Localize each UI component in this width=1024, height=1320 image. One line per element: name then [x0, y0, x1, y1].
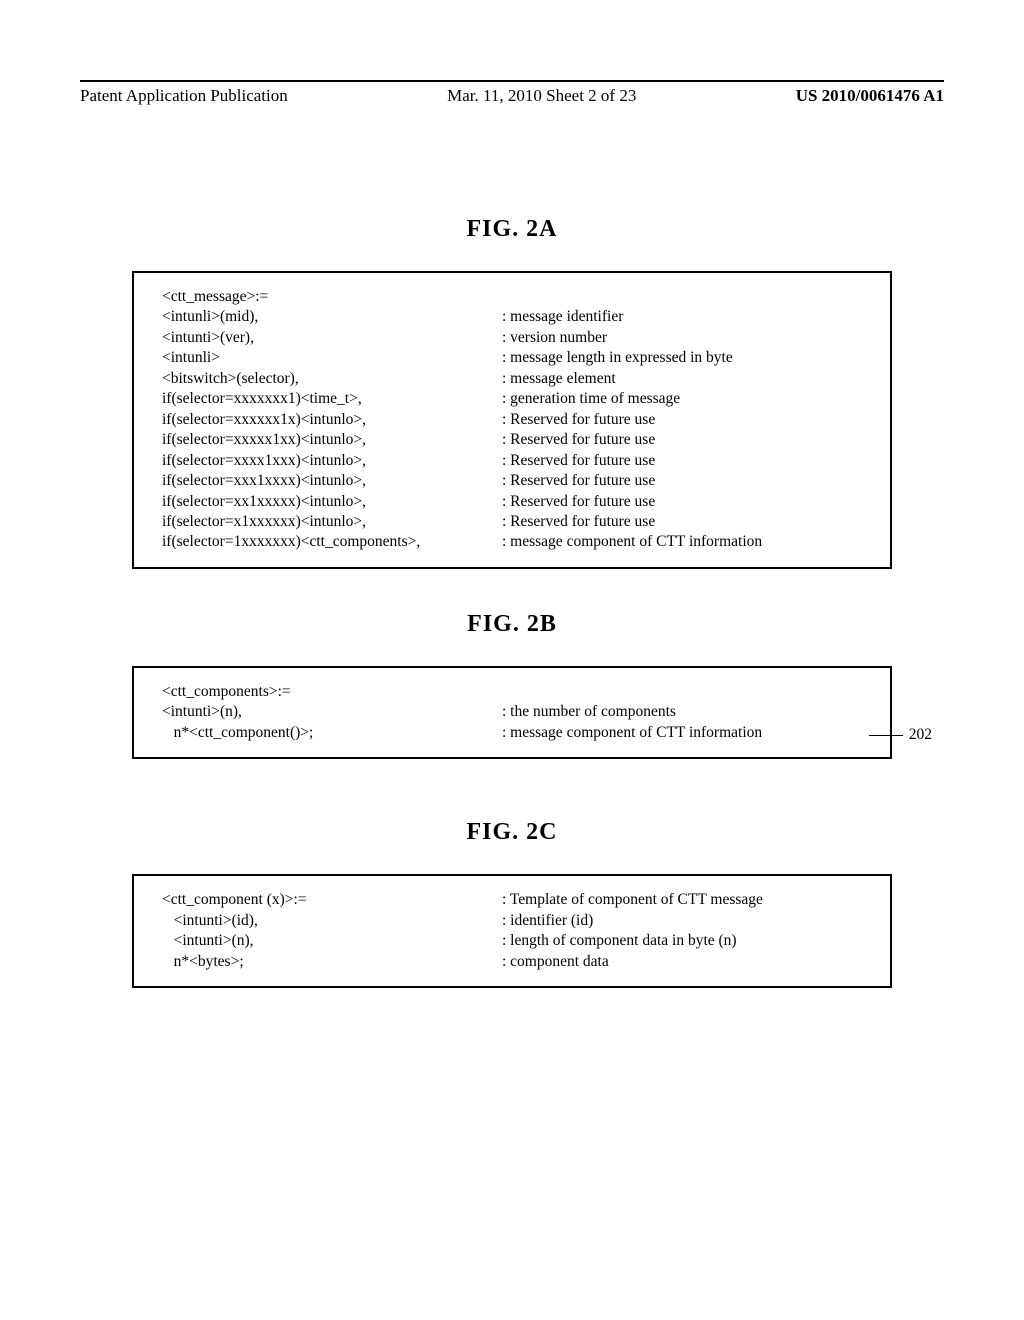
table-row: if(selector=xxx1xxxx)<intunlo>,: Reserve…: [162, 471, 870, 491]
table-row: <intunti>(n),: the number of components: [162, 702, 870, 722]
figure-2c-title: FIG. 2C: [80, 819, 944, 846]
desc-cell: : identifier (id): [502, 911, 870, 931]
table-row: <ctt_components>:=: [162, 682, 870, 702]
desc-cell: : component data: [502, 952, 870, 972]
page-header: Patent Application Publication Mar. 11, …: [80, 86, 944, 106]
table-row: if(selector=1xxxxxxx)<ctt_components>,: …: [162, 532, 870, 552]
desc-cell: : generation time of message: [502, 389, 870, 409]
syntax-cell: n*<bytes>;: [162, 952, 502, 972]
header-rule: [80, 80, 944, 82]
desc-cell: : Template of component of CTT message: [502, 890, 870, 910]
syntax-cell: if(selector=xxxxxxx1)<time_t>,: [162, 389, 502, 409]
desc-cell: [502, 682, 870, 702]
table-row: <intunli>(mid),: message identifier: [162, 307, 870, 327]
header-right: US 2010/0061476 A1: [796, 86, 944, 106]
syntax-cell: n*<ctt_component()>;: [162, 723, 502, 743]
syntax-cell: <intunli>: [162, 348, 502, 368]
table-row: if(selector=xxxx1xxx)<intunlo>,: Reserve…: [162, 451, 870, 471]
table-row: <intunti>(n),: length of component data …: [162, 931, 870, 951]
desc-cell: : version number: [502, 328, 870, 348]
syntax-cell: <intunti>(n),: [162, 702, 502, 722]
syntax-cell: if(selector=xxx1xxxx)<intunlo>,: [162, 471, 502, 491]
desc-cell: : the number of components: [502, 702, 870, 722]
reference-number: 202: [909, 726, 932, 743]
desc-cell: : Reserved for future use: [502, 492, 870, 512]
figure-2a-title: FIG. 2A: [80, 216, 944, 243]
syntax-cell: <intunti>(id),: [162, 911, 502, 931]
syntax-cell: <ctt_component (x)>:=: [162, 890, 502, 910]
syntax-cell: if(selector=1xxxxxxx)<ctt_components>,: [162, 532, 502, 552]
desc-cell: [502, 287, 870, 307]
syntax-cell: <ctt_components>:=: [162, 682, 502, 702]
syntax-cell: if(selector=xxxx1xxx)<intunlo>,: [162, 451, 502, 471]
page: Patent Application Publication Mar. 11, …: [0, 0, 1024, 1320]
syntax-cell: <intunli>(mid),: [162, 307, 502, 327]
table-row: if(selector=xxxxxxx1)<time_t>,: generati…: [162, 389, 870, 409]
syntax-cell: <ctt_message>:=: [162, 287, 502, 307]
desc-cell: : Reserved for future use: [502, 451, 870, 471]
table-row: <intunti>(id),: identifier (id): [162, 911, 870, 931]
desc-cell: : Reserved for future use: [502, 430, 870, 450]
table-row: <bitswitch>(selector),: message element: [162, 369, 870, 389]
table-row: if(selector=x1xxxxxx)<intunlo>,: Reserve…: [162, 512, 870, 532]
figure-2c-box: <ctt_component (x)>:=: Template of compo…: [132, 874, 892, 988]
leader-line: [869, 735, 903, 736]
reference-numeral: 202: [869, 725, 932, 745]
desc-cell: : message element: [502, 369, 870, 389]
desc-cell: : message component of CTT information: [502, 532, 870, 552]
desc-cell: : Reserved for future use: [502, 471, 870, 491]
table-row: if(selector=xxxxxx1x)<intunlo>,: Reserve…: [162, 410, 870, 430]
table-row: <ctt_component (x)>:=: Template of compo…: [162, 890, 870, 910]
figure-2b-title: FIG. 2B: [80, 611, 944, 638]
desc-cell: : length of component data in byte (n): [502, 931, 870, 951]
syntax-cell: if(selector=xxxxxx1x)<intunlo>,: [162, 410, 502, 430]
table-row: <ctt_message>:=: [162, 287, 870, 307]
syntax-cell: if(selector=xxxxx1xx)<intunlo>,: [162, 430, 502, 450]
table-row: n*<bytes>;: component data: [162, 952, 870, 972]
syntax-cell: if(selector=x1xxxxxx)<intunlo>,: [162, 512, 502, 532]
syntax-cell: <intunti>(ver),: [162, 328, 502, 348]
desc-cell: : message length in expressed in byte: [502, 348, 870, 368]
table-row: <intunti>(ver),: version number: [162, 328, 870, 348]
desc-cell: : message component of CTT information: [502, 723, 870, 743]
figure-2b-box: <ctt_components>:= <intunti>(n),: the nu…: [132, 666, 892, 759]
table-row: if(selector=xxxxx1xx)<intunlo>,: Reserve…: [162, 430, 870, 450]
header-center: Mar. 11, 2010 Sheet 2 of 23: [447, 86, 636, 106]
figure-2a-box: <ctt_message>:= <intunli>(mid),: message…: [132, 271, 892, 569]
table-row: <intunli>: message length in expressed i…: [162, 348, 870, 368]
header-left: Patent Application Publication: [80, 86, 288, 106]
table-row: if(selector=xx1xxxxx)<intunlo>,: Reserve…: [162, 492, 870, 512]
desc-cell: : Reserved for future use: [502, 410, 870, 430]
table-row: n*<ctt_component()>; : message component…: [162, 723, 870, 743]
syntax-cell: <bitswitch>(selector),: [162, 369, 502, 389]
desc-cell: : message identifier: [502, 307, 870, 327]
syntax-cell: if(selector=xx1xxxxx)<intunlo>,: [162, 492, 502, 512]
syntax-cell: <intunti>(n),: [162, 931, 502, 951]
desc-cell: : Reserved for future use: [502, 512, 870, 532]
